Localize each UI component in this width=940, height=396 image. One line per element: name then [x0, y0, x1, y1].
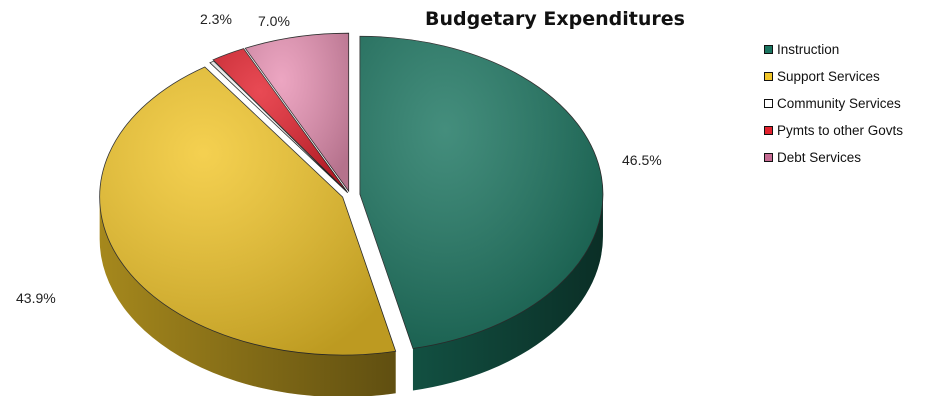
legend: Instruction Support Services Community S… [764, 36, 903, 171]
pie-slice-shade-debt-services [245, 33, 349, 192]
data-label-pymts-to-other-govts: 2.3% [200, 11, 232, 27]
legend-item-debt-services: Debt Services [764, 144, 903, 171]
pie-slice-sides [99, 194, 603, 396]
legend-item-community-services: Community Services [764, 90, 903, 117]
pie-slice-shade-instruction [359, 36, 603, 349]
legend-item-instruction: Instruction [764, 36, 903, 63]
legend-label: Community Services [777, 96, 901, 111]
legend-label: Support Services [777, 69, 880, 84]
pie-side-shade-instruction [412, 194, 603, 391]
pie-slice-shade-support-services [99, 66, 396, 356]
chart-title: Budgetary Expenditures [425, 8, 685, 30]
data-label-instruction: 46.5% [622, 152, 662, 168]
pie-side-shade-support-services [99, 197, 396, 396]
legend-label: Debt Services [777, 150, 862, 165]
data-label-support-services: 43.9% [16, 290, 56, 306]
legend-swatch-instruction [764, 45, 773, 54]
pie-slice-shade-community-services [209, 61, 348, 193]
pie-slice-shade-pymts-to-other-govts [213, 48, 348, 192]
legend-swatch-debt-services [764, 153, 773, 162]
legend-label: Instruction [777, 42, 840, 57]
legend-swatch-community-services [764, 99, 773, 108]
legend-swatch-pymts-to-other-govts [764, 126, 773, 135]
pie-slice-tops [99, 32, 604, 356]
legend-item-pymts-to-other-govts: Pymts to other Govts [764, 117, 903, 144]
legend-swatch-support-services [764, 72, 773, 81]
data-label-debt-services: 7.0% [258, 13, 290, 29]
legend-label: Pymts to other Govts [777, 123, 904, 138]
legend-item-support-services: Support Services [764, 63, 903, 90]
